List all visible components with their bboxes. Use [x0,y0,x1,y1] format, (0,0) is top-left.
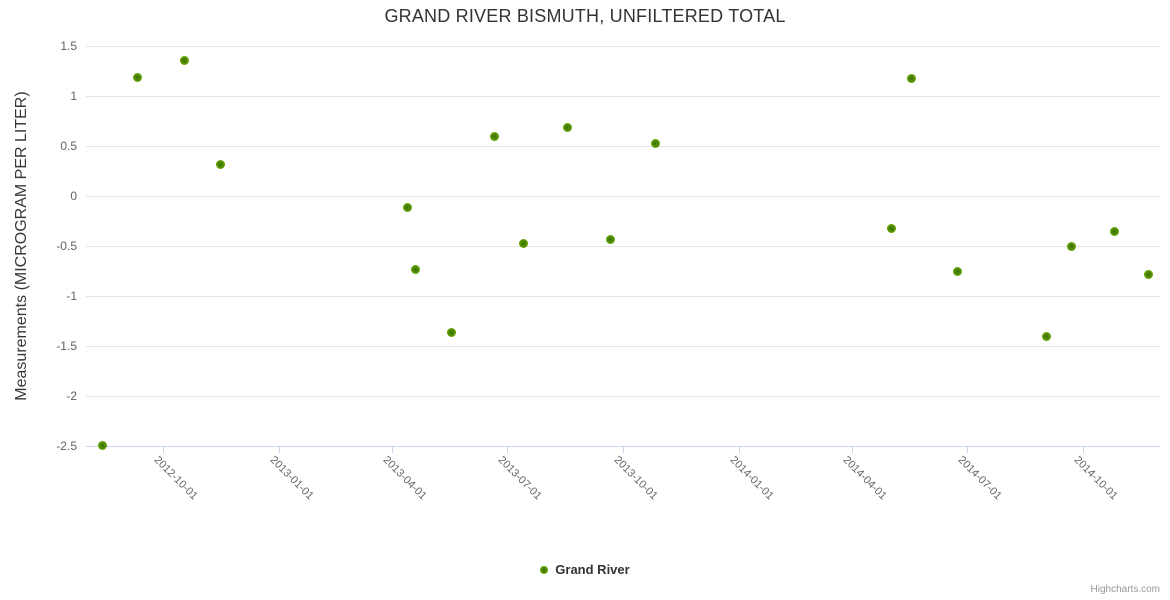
scatter-point[interactable] [952,266,962,276]
gridline [86,246,1160,247]
legend-label: Grand River [555,562,630,577]
y-tick-label: -0.5 [56,239,77,253]
scatter-point[interactable] [216,159,226,169]
gridline [86,46,1160,47]
y-tick-label: 0.5 [60,139,77,153]
x-tick [967,447,969,453]
gridline [86,346,1160,347]
x-tick-label: 2014-04-01 [840,454,890,503]
scatter-point[interactable] [1144,269,1154,279]
x-tick [738,447,740,453]
x-tick-label: 2014-10-01 [1071,454,1120,503]
x-axis-line [86,446,1160,447]
legend-item-grand-river[interactable]: Grand River [540,562,630,577]
x-tick-label: 2013-07-01 [495,454,544,503]
x-tick [623,447,624,453]
scatter-point[interactable] [887,223,896,233]
scatter-point[interactable] [651,138,661,148]
x-tick [278,447,280,453]
scatter-point[interactable] [447,327,457,337]
gridline [86,96,1160,97]
x-tick-label: 2013-01-01 [267,454,316,503]
y-tick-label: 1 [70,89,77,103]
x-tick-label: 2013-04-01 [380,454,430,503]
scatter-point[interactable] [1067,241,1077,251]
scatter-point[interactable] [563,122,573,132]
scatter-point[interactable] [518,238,528,248]
scatter-point[interactable] [410,264,420,274]
y-tick-label: -1 [66,289,77,303]
x-tick [507,447,509,453]
chart-title: GRAND RIVER BISMUTH, UNFILTERED TOTAL [384,6,786,26]
x-tick-label: 2014-01-01 [727,454,776,503]
gridline [86,396,1160,397]
credit-link[interactable]: Highcharts.com [1090,584,1160,595]
x-tick-label: 2014-07-01 [955,454,1004,503]
x-tick-label: 2012-10-01 [151,454,200,503]
y-tick-label: -2 [66,389,77,403]
y-tick-label: -2.5 [56,439,77,453]
x-tick-label: 2013-10-01 [611,454,660,503]
y-tick-label: 1.5 [60,39,77,53]
scatter-point[interactable] [97,440,107,450]
y-tick-label: 0 [70,189,77,203]
gridline [86,296,1160,297]
x-tick [852,447,854,453]
scatter-point[interactable] [489,131,499,141]
scatter-point[interactable] [402,202,412,212]
gridline [86,196,1160,197]
scatter-point[interactable] [133,72,143,82]
scatter-point[interactable] [1042,331,1052,341]
legend-marker-icon [540,565,549,574]
scatter-point[interactable] [1110,226,1120,236]
legend: Grand River [0,562,1170,577]
scatter-point[interactable] [605,234,615,244]
y-tick-label: -1.5 [56,339,77,353]
x-tick [162,447,164,453]
scatter-point[interactable] [907,73,917,83]
scatter-point[interactable] [179,55,189,65]
gridline [86,146,1160,147]
x-tick [392,447,394,453]
x-tick [1083,447,1085,453]
